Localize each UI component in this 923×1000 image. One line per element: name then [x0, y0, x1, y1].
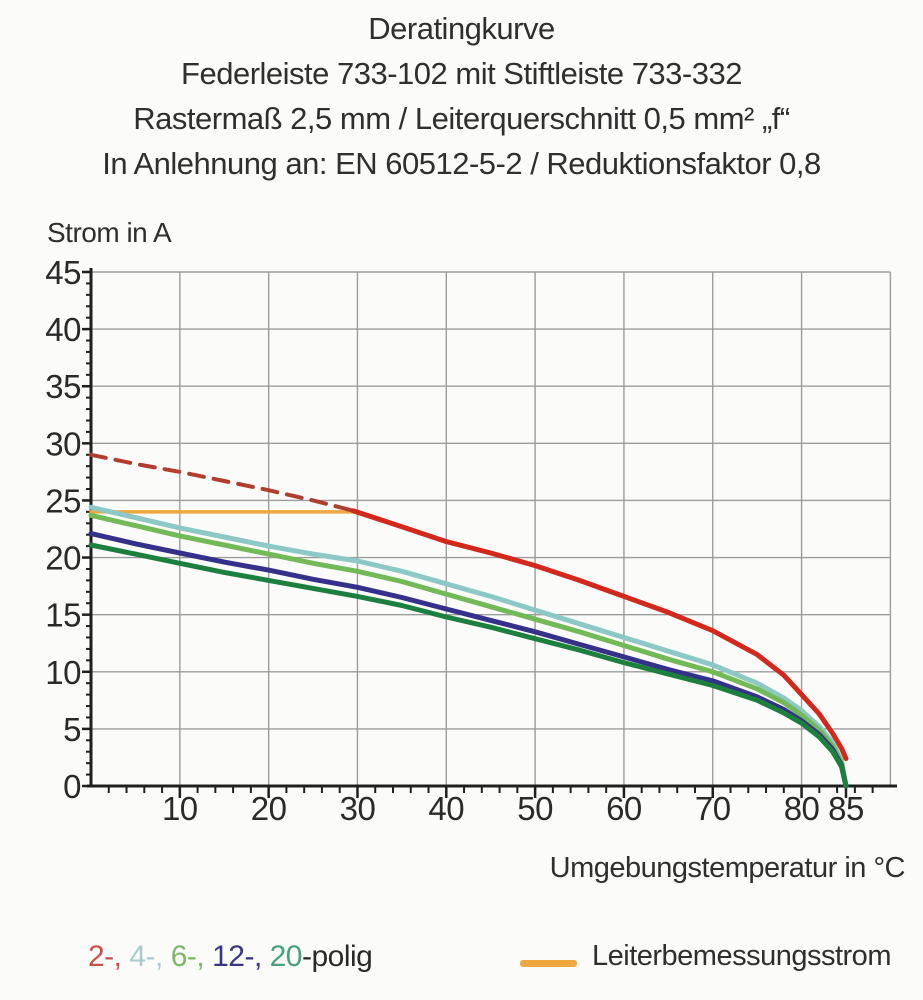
series-curve-4-polig — [88, 504, 849, 789]
y-tick-label: 0 — [63, 768, 81, 805]
rated-current-line-swatch — [520, 960, 577, 967]
x-tick-label: 60 — [606, 790, 642, 827]
y-tick-label: 15 — [45, 597, 81, 634]
y-tick-label: 10 — [45, 654, 81, 691]
x-tick-label: 70 — [695, 790, 731, 827]
chart-title-line-2: Federleiste 733-102 mit Stiftleiste 733-… — [181, 56, 742, 91]
chart-title-block: Deratingkurve Federleiste 733-102 mit St… — [0, 6, 923, 186]
chart-title-line-3: Rastermaß 2,5 mm / Leiterquerschnitt 0,5… — [133, 101, 790, 136]
y-tick-label: 20 — [45, 540, 81, 577]
x-tick-label: 80 — [784, 790, 820, 827]
legend-row: 2-, 4-, 6-, 12-, 20-polig Leiterbemessun… — [0, 936, 923, 986]
series-curve-20-polig — [88, 542, 849, 789]
series-curve-2-polig — [350, 508, 849, 762]
y-tick-label: 45 — [45, 254, 81, 291]
chart-title-line-4: In Anlehnung an: EN 60512-5-2 / Reduktio… — [102, 146, 821, 181]
series-curve-6-polig — [88, 512, 849, 789]
y-axis-title: Strom in A — [47, 217, 172, 248]
chart-title-line-1: Deratingkurve — [368, 11, 555, 46]
x-tick-label: 40 — [428, 790, 464, 827]
x-tick-label: 30 — [340, 790, 376, 827]
x-axis-title: Umgebungstemperatur in °C — [549, 852, 906, 884]
x-tick-label: 10 — [162, 790, 198, 827]
x-tick-label: 50 — [517, 790, 553, 827]
legend-pole-part: 4-, — [129, 940, 171, 973]
rated-current-label: Leiterbemessungsstrom — [592, 940, 891, 972]
legend-pole-part: 20 — [269, 940, 303, 973]
legend-pole-part: 12-, — [212, 940, 270, 973]
legend-poles: 2-, 4-, 6-, 12-, 20-polig — [88, 940, 373, 974]
y-tick-label: 25 — [45, 482, 81, 519]
legend-pole-part: 2-, — [88, 940, 130, 973]
legend-pole-part: 6-, — [170, 940, 213, 973]
y-tick-label: 35 — [45, 368, 81, 405]
y-tick-label: 40 — [45, 311, 81, 348]
legend-pole-part: -polig — [301, 940, 373, 973]
y-tick-label: 5 — [63, 711, 81, 748]
series-curve-2-polig — [89, 452, 355, 513]
series-curve-12-polig — [88, 531, 849, 789]
y-tick-label: 30 — [45, 425, 81, 462]
x-tick-label: 20 — [251, 790, 287, 827]
x-tick-label: 85 — [828, 790, 864, 827]
